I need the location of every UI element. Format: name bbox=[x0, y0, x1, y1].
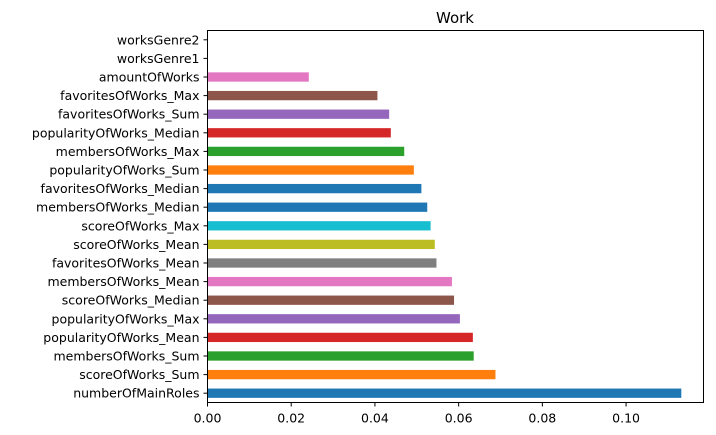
y-tick-label: membersOfWorks_Max bbox=[56, 144, 200, 159]
y-tick-label: membersOfWorks_Sum bbox=[53, 349, 199, 364]
y-axis-ticks: numberOfMainRoles scoreOfWorks_Sum members… bbox=[32, 32, 208, 401]
x-axis-ticks: 0.00 0.02 0.04 0.06 0.08 0.10 bbox=[194, 402, 640, 426]
y-tick-label: scoreOfWorks_Sum bbox=[79, 367, 199, 382]
bar-membersOfWorks_Max bbox=[207, 146, 405, 157]
x-tick-label: 0.08 bbox=[528, 411, 556, 426]
bar-favoritesOfWorks_Median bbox=[207, 183, 422, 194]
y-tick-label: favoritesOfWorks_Mean bbox=[52, 256, 200, 271]
y-tick-label: favoritesOfWorks_Median bbox=[41, 181, 200, 196]
y-tick-label: scoreOfWorks_Max bbox=[81, 218, 199, 233]
bar-favoritesOfWorks_Sum bbox=[207, 109, 390, 119]
x-tick-label: 0.06 bbox=[445, 411, 473, 426]
y-tick-label: favoritesOfWorks_Max bbox=[60, 88, 199, 103]
y-tick-label: membersOfWorks_Median bbox=[36, 200, 199, 215]
bar-scoreOfWorks_Max bbox=[207, 221, 431, 231]
bar-scoreOfWorks_Median bbox=[207, 295, 455, 305]
bar-popularityOfWorks_Sum bbox=[207, 165, 414, 175]
y-tick-label: scoreOfWorks_Median bbox=[62, 293, 200, 308]
bar-membersOfWorks_Sum bbox=[207, 351, 474, 361]
bar-popularityOfWorks_Mean bbox=[207, 332, 473, 343]
bar-membersOfWorks_Median bbox=[207, 202, 428, 212]
y-tick-label: popularityOfWorks_Sum bbox=[49, 163, 199, 178]
y-tick-label: worksGenre2 bbox=[117, 32, 200, 47]
bar-popularityOfWorks_Max bbox=[207, 314, 460, 324]
y-tick-label: worksGenre1 bbox=[117, 51, 200, 66]
bars-group bbox=[207, 72, 682, 398]
bar-amountOfWorks bbox=[207, 72, 309, 82]
y-tick-label: membersOfWorks_Mean bbox=[47, 274, 199, 289]
x-tick-label: 0.00 bbox=[194, 411, 222, 426]
plot-frame bbox=[207, 30, 704, 403]
bar-scoreOfWorks_Sum bbox=[207, 369, 496, 380]
y-tick-label: scoreOfWorks_Mean bbox=[73, 237, 199, 252]
bar-membersOfWorks_Mean bbox=[207, 276, 452, 287]
bar-favoritesOfWorks_Max bbox=[207, 90, 378, 101]
x-tick-label: 0.02 bbox=[277, 411, 305, 426]
y-tick-label: numberOfMainRoles bbox=[73, 386, 199, 401]
x-tick-label: 0.10 bbox=[612, 411, 640, 426]
x-tick-label: 0.04 bbox=[361, 411, 389, 426]
bar-numberOfMainRoles bbox=[207, 388, 682, 398]
y-tick-label: amountOfWorks bbox=[99, 70, 200, 85]
y-tick-label: favoritesOfWorks_Sum bbox=[58, 107, 200, 122]
y-tick-label: popularityOfWorks_Max bbox=[52, 311, 200, 326]
bar-favoritesOfWorks_Mean bbox=[207, 258, 437, 268]
y-tick-label: popularityOfWorks_Mean bbox=[43, 330, 199, 345]
y-tick-label: popularityOfWorks_Median bbox=[32, 125, 200, 140]
chart-title: Work bbox=[436, 9, 474, 27]
bar-scoreOfWorks_Mean bbox=[207, 239, 435, 250]
bar-popularityOfWorks_Median bbox=[207, 128, 391, 138]
